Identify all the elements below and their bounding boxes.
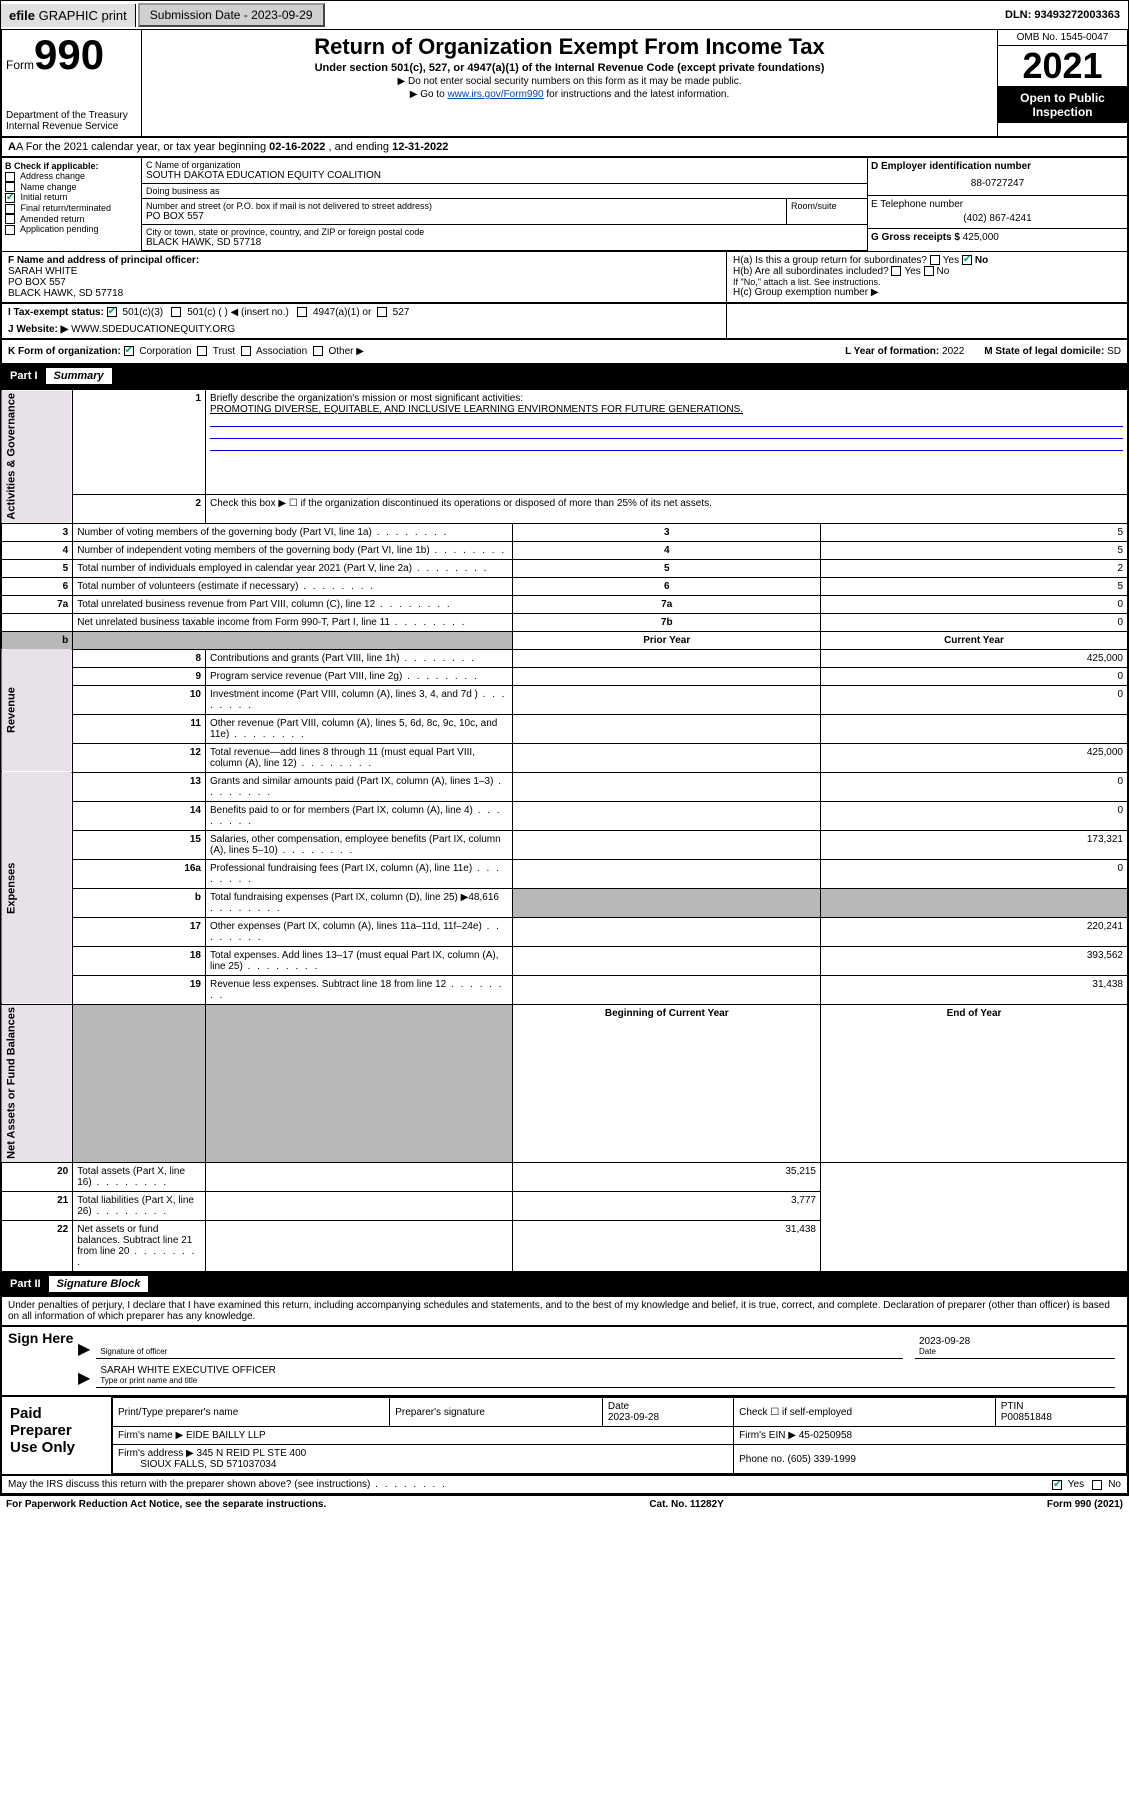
colb-check-3[interactable] [5, 204, 15, 214]
footer: For Paperwork Reduction Act Notice, see … [0, 1495, 1129, 1513]
side-governance: Activities & Governance [1, 390, 73, 524]
sign-here-label: Sign Here [8, 1330, 78, 1392]
dept-label: Department of the Treasury Internal Reve… [6, 110, 137, 132]
dln: DLN: 93493272003363 [997, 5, 1128, 25]
ein: 88-0727247 [871, 178, 1124, 189]
gross-receipts: 425,000 [963, 232, 999, 243]
org-info-block: B Check if applicable: Address change Na… [0, 158, 1129, 252]
org-name: SOUTH DAKOTA EDUCATION EQUITY COALITION [146, 170, 863, 181]
discuss-yes-check [1052, 1480, 1062, 1490]
side-netassets: Net Assets or Fund Balances [1, 1004, 73, 1163]
top-bar: efile GRAPHIC print Submission Date - 20… [0, 0, 1129, 30]
form-number-block: Form990 Department of the Treasury Inter… [2, 30, 142, 136]
org-city: BLACK HAWK, SD 57718 [146, 237, 863, 248]
checkbox-column: B Check if applicable: Address change Na… [2, 158, 142, 252]
omb-number: OMB No. 1545-0047 [998, 30, 1127, 46]
public-inspection: Open to Public Inspection [998, 87, 1127, 123]
corp-check [124, 346, 134, 356]
colb-check-4[interactable] [5, 214, 15, 224]
summary-table: Activities & Governance 1 Briefly descri… [0, 389, 1129, 1273]
irs-discuss-row: May the IRS discuss this return with the… [0, 1476, 1129, 1495]
submission-date-button[interactable]: Submission Date - 2023-09-29 [138, 3, 325, 27]
form-title: Return of Organization Exempt From Incom… [150, 34, 989, 60]
part1-header: Part I Summary [0, 365, 1129, 389]
officer-name: SARAH WHITE EXECUTIVE OFFICER [100, 1365, 1111, 1376]
tax-year-row: AA For the 2021 calendar year, or tax ye… [0, 138, 1129, 158]
part2-header: Part II Signature Block [0, 1273, 1129, 1297]
org-street: PO BOX 557 [146, 211, 782, 222]
colb-check-1[interactable] [5, 182, 15, 192]
perjury-text: Under penalties of perjury, I declare th… [0, 1297, 1129, 1327]
paid-preparer: Paid Preparer Use Only Print/Type prepar… [0, 1397, 1129, 1476]
501c3-check [107, 307, 117, 317]
tax-year: 2021 [998, 46, 1127, 87]
ha-no-check [962, 255, 972, 265]
efile-label: efile GRAPHIC print [1, 4, 136, 27]
ssn-note: ▶ Do not enter social security numbers o… [150, 76, 989, 87]
tax-status-row: I Tax-exempt status: 501(c)(3) 501(c) ( … [0, 304, 1129, 340]
firm-name: EIDE BAILLY LLP [186, 1430, 266, 1441]
website: WWW.SDEDUCATIONEQUITY.ORG [71, 324, 235, 335]
colb-check-2[interactable] [5, 193, 15, 203]
mission: PROMOTING DIVERSE, EQUITABLE, AND INCLUS… [210, 404, 743, 415]
officer-group-row: F Name and address of principal officer:… [0, 252, 1129, 304]
form-header: Form990 Department of the Treasury Inter… [0, 30, 1129, 138]
phone: (402) 867-4241 [871, 213, 1124, 224]
form-subtitle: Under section 501(c), 527, or 4947(a)(1)… [150, 62, 989, 74]
colb-check-5[interactable] [5, 225, 15, 235]
side-expenses: Expenses [1, 772, 73, 1004]
form-org-row: K Form of organization: Corporation Trus… [0, 340, 1129, 365]
colb-check-0[interactable] [5, 172, 15, 182]
goto-note: ▶ Go to www.irs.gov/Form990 for instruct… [150, 89, 989, 100]
irs-link[interactable]: www.irs.gov/Form990 [447, 89, 543, 100]
side-revenue: Revenue [1, 649, 73, 772]
